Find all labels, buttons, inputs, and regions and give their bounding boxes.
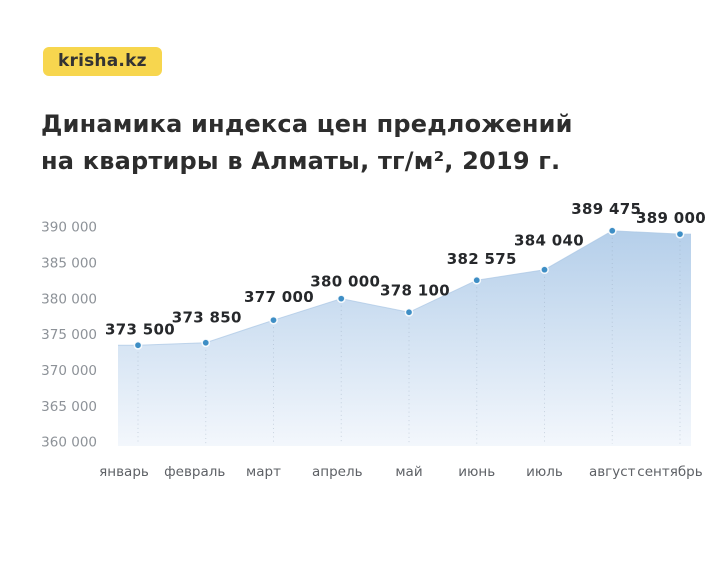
x-axis-tick-label: август [589,464,636,480]
data-point-label: 373 500 [105,320,175,338]
data-point-label: 373 850 [172,309,242,327]
x-axis-tick-label: сентябрь [637,464,702,480]
chart-title-line1: Динамика индекса цен предложений [41,110,573,138]
y-axis-tick-label: 375 000 [41,327,97,343]
chart-title: Динамика индекса цен предложений на квар… [41,106,573,180]
y-axis-tick-label: 390 000 [41,220,97,236]
x-axis-tick-label: март [246,464,281,480]
data-point-label: 378 100 [380,281,450,299]
x-axis-tick-label: июнь [458,464,495,480]
x-axis-tick-label: май [395,464,422,480]
data-point-label: 389 000 [636,209,705,227]
x-axis-tick-label: январь [99,464,149,480]
x-axis-tick-label: февраль [164,464,225,480]
chart-title-line2: на квартиры в Алматы, тг/м², 2019 г. [41,147,561,175]
data-point-dot [201,338,211,348]
data-point-label: 380 000 [310,273,380,291]
data-point-dot [269,315,278,325]
y-axis-tick-label: 360 000 [41,435,97,451]
data-point-label: 382 575 [447,250,517,268]
y-axis-tick-label: 385 000 [41,256,97,272]
data-point-dot [607,226,617,236]
data-point-dot [336,294,346,304]
data-point-dot [540,265,549,275]
data-point-label: 389 475 [571,200,641,218]
data-point-dot [133,340,143,350]
data-point-label: 384 040 [514,232,584,250]
brand-badge: krisha.kz [43,47,162,76]
data-point-dot [472,275,482,285]
data-point-label: 377 000 [244,288,314,306]
y-axis-tick-label: 365 000 [41,399,97,415]
brand-label: krisha.kz [58,51,147,71]
y-axis-tick-label: 380 000 [41,291,97,307]
data-point-dot [675,229,685,239]
x-axis-tick-label: апрель [312,464,363,480]
data-point-dot [404,307,414,317]
area-fill [118,230,691,446]
x-axis-tick-label: июль [526,464,563,480]
y-axis-tick-label: 370 000 [41,363,97,379]
